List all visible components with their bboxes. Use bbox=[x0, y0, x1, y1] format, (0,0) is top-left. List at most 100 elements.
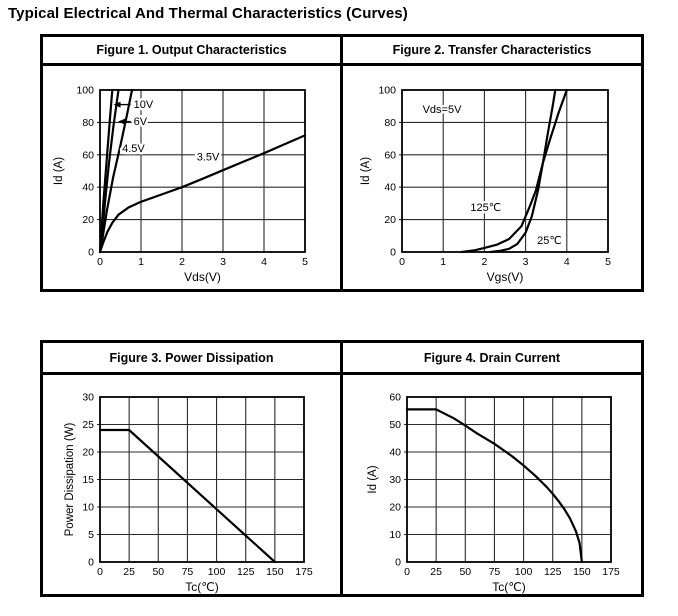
x-tick-label: 50 bbox=[459, 566, 471, 578]
top-chart-row: 0 1 2 3 4 5 0 20 40 60 80 100 Vds(V) Id (A) 10V 6V 4.5V 3… bbox=[43, 66, 641, 289]
y-axis-label: Id (A) bbox=[367, 465, 379, 493]
y-tick-label: 60 bbox=[82, 149, 94, 161]
x-tick-label: 0 bbox=[404, 566, 410, 578]
curve-annotation: 3.5V bbox=[197, 152, 220, 164]
figures-table-bottom: Figure 3. Power Dissipation Figure 4. Dr… bbox=[40, 340, 644, 597]
y-tick-label: 10 bbox=[82, 502, 94, 514]
curve-annotation: 25℃ bbox=[537, 235, 562, 247]
plot-border bbox=[401, 89, 609, 253]
x-axis-label: Vgs(V) bbox=[487, 270, 524, 284]
x-tick-label: 4 bbox=[261, 256, 267, 268]
arrowhead-icon bbox=[113, 101, 121, 108]
curve-annotation: 4.5V bbox=[122, 143, 145, 155]
y-tick-label: 60 bbox=[389, 392, 401, 404]
figure4-plot: 0 25 50 75 100 125 150 175 0 10 20 30 40 50 60 Tc(℃) Id … bbox=[367, 392, 620, 595]
figure1-header: Figure 1. Output Characteristics bbox=[43, 37, 343, 63]
series-curve bbox=[460, 88, 568, 254]
y-tick-label: 20 bbox=[82, 447, 94, 459]
x-axis-label: Vds(V) bbox=[184, 270, 221, 284]
x-tick-label: 150 bbox=[573, 566, 591, 578]
y-tick-label: 50 bbox=[389, 419, 401, 431]
x-tick-label: 0 bbox=[399, 256, 405, 268]
y-tick-label: 15 bbox=[82, 474, 94, 486]
bottom-chart-row: 0 25 50 75 100 125 150 175 0 5 10 15 20 25 30 Tc(℃) Powe… bbox=[43, 375, 641, 594]
x-tick-label: 1 bbox=[440, 256, 446, 268]
x-tick-label: 3 bbox=[523, 256, 529, 268]
x-tick-label: 100 bbox=[208, 566, 226, 578]
y-axis-label: Id (A) bbox=[53, 157, 65, 185]
x-tick-label: 2 bbox=[179, 256, 185, 268]
series-curve bbox=[489, 88, 557, 254]
y-tick-label: 20 bbox=[82, 214, 94, 226]
y-tick-label: 100 bbox=[76, 85, 94, 97]
y-tick-label: 20 bbox=[389, 502, 401, 514]
curve-annotation: Vds=5V bbox=[423, 104, 462, 116]
series-curve bbox=[98, 134, 307, 254]
y-tick-label: 40 bbox=[389, 447, 401, 459]
y-tick-label: 0 bbox=[88, 557, 94, 569]
x-tick-label: 0 bbox=[97, 256, 103, 268]
x-axis-label: Tc(℃) bbox=[185, 580, 218, 594]
y-tick-label: 100 bbox=[378, 85, 396, 97]
figure1-chart-area: 0 1 2 3 4 5 0 20 40 60 80 100 Vds(V) Id (A) 10V 6V 4.5V 3… bbox=[43, 66, 343, 289]
y-tick-label: 30 bbox=[82, 392, 94, 404]
x-tick-label: 5 bbox=[302, 256, 308, 268]
x-tick-label: 1 bbox=[138, 256, 144, 268]
plot-border bbox=[99, 396, 305, 563]
x-tick-label: 3 bbox=[220, 256, 226, 268]
x-tick-label: 25 bbox=[430, 566, 442, 578]
curve-annotation: 125℃ bbox=[470, 202, 501, 214]
figure1-plot: 0 1 2 3 4 5 0 20 40 60 80 100 Vds(V) Id (A) 10V 6V 4.5V 3… bbox=[53, 85, 308, 285]
y-tick-label: 30 bbox=[389, 474, 401, 486]
figure2-header: Figure 2. Transfer Characteristics bbox=[392, 43, 592, 57]
arrowhead-icon bbox=[118, 118, 126, 125]
curve-annotation: 6V bbox=[134, 116, 148, 128]
x-tick-label: 25 bbox=[123, 566, 135, 578]
x-tick-label: 5 bbox=[605, 256, 611, 268]
x-tick-label: 0 bbox=[97, 566, 103, 578]
y-tick-label: 20 bbox=[384, 214, 396, 226]
x-tick-label: 50 bbox=[152, 566, 164, 578]
x-tick-label: 175 bbox=[602, 566, 620, 578]
plot-border bbox=[99, 89, 306, 253]
figure2-chart-area: 0 1 2 3 4 5 0 20 40 60 80 100 Vgs(V) Id (A) Vds=5V 125℃… bbox=[343, 66, 641, 289]
bottom-header-row: Figure 3. Power Dissipation Figure 4. Dr… bbox=[43, 343, 641, 375]
x-tick-label: 125 bbox=[237, 566, 255, 578]
y-axis-label: Power Dissipation (W) bbox=[64, 422, 76, 536]
x-tick-label: 100 bbox=[515, 566, 533, 578]
x-tick-label: 75 bbox=[489, 566, 501, 578]
figure3-header: Figure 3. Power Dissipation bbox=[43, 343, 343, 372]
figure4-chart-area: 0 25 50 75 100 125 150 175 0 10 20 30 40 50 60 Tc(℃) Id … bbox=[343, 375, 641, 594]
figure2-plot: 0 1 2 3 4 5 0 20 40 60 80 100 Vgs(V) Id (A) Vds=5V 125℃… bbox=[360, 85, 611, 285]
curve-annotation: 10V bbox=[134, 99, 154, 111]
figures-table-top: Figure 1. Output Characteristics Figure … bbox=[40, 34, 644, 292]
x-tick-label: 150 bbox=[266, 566, 284, 578]
y-axis-label: Id (A) bbox=[360, 157, 372, 185]
y-tick-label: 40 bbox=[384, 182, 396, 194]
x-tick-label: 2 bbox=[481, 256, 487, 268]
figure3-plot: 0 25 50 75 100 125 150 175 0 5 10 15 20 25 30 Tc(℃) Powe… bbox=[64, 392, 313, 595]
x-tick-label: 75 bbox=[182, 566, 194, 578]
figure4-header: Figure 4. Drain Current bbox=[423, 350, 561, 365]
y-tick-label: 80 bbox=[82, 117, 94, 129]
figure3-chart-area: 0 25 50 75 100 125 150 175 0 5 10 15 20 25 30 Tc(℃) Powe… bbox=[43, 375, 343, 594]
top-header-row: Figure 1. Output Characteristics Figure … bbox=[43, 37, 641, 66]
x-tick-label: 4 bbox=[564, 256, 570, 268]
y-tick-label: 80 bbox=[384, 117, 396, 129]
series-curve bbox=[405, 408, 583, 564]
series-curve bbox=[98, 428, 276, 564]
y-tick-label: 60 bbox=[384, 149, 396, 161]
y-tick-label: 25 bbox=[82, 419, 94, 431]
x-tick-label: 125 bbox=[544, 566, 562, 578]
y-tick-label: 5 bbox=[88, 529, 94, 541]
series-curve bbox=[98, 88, 134, 254]
y-tick-label: 40 bbox=[82, 182, 94, 194]
plot-border bbox=[406, 396, 612, 563]
x-axis-label: Tc(℃) bbox=[492, 580, 525, 594]
page-title: Typical Electrical And Thermal Character… bbox=[8, 5, 408, 22]
x-tick-label: 175 bbox=[295, 566, 313, 578]
y-tick-label: 10 bbox=[389, 529, 401, 541]
y-tick-label: 0 bbox=[390, 247, 396, 259]
y-tick-label: 0 bbox=[395, 557, 401, 569]
